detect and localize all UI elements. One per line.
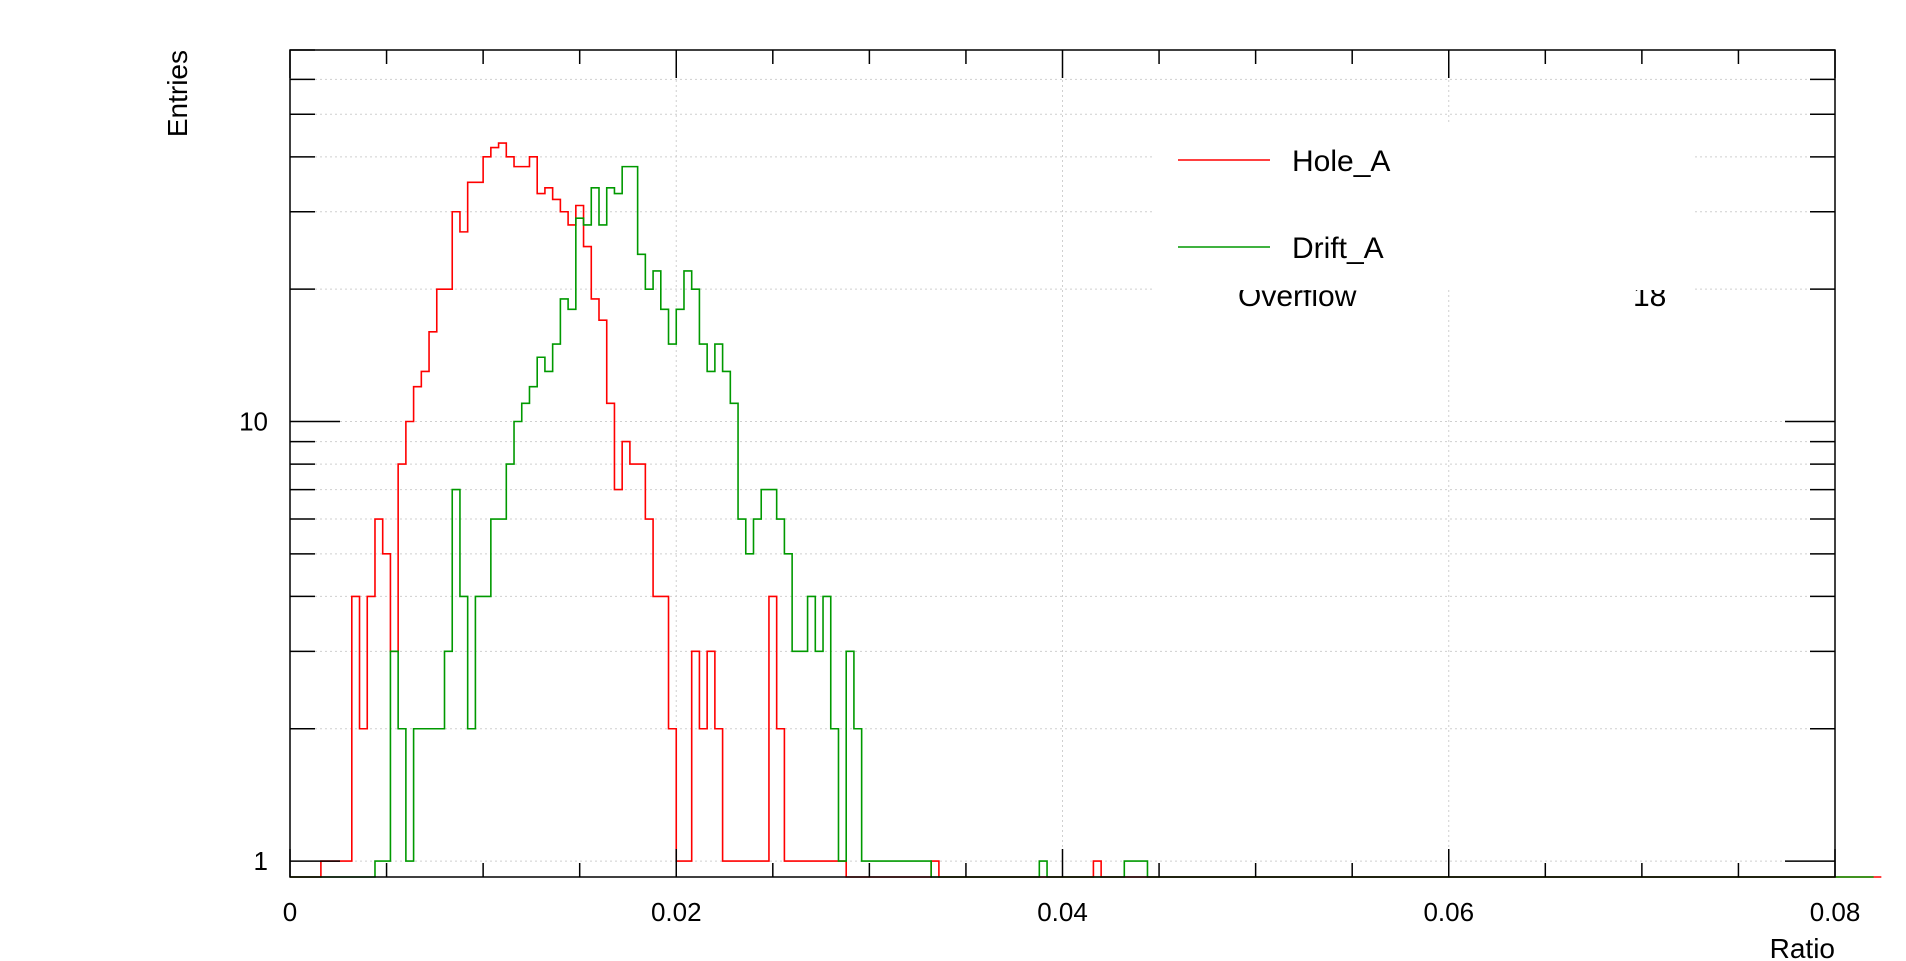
y-axis-title: Entries: [162, 50, 193, 137]
legend-label-hole-a: Hole_A: [1292, 145, 1390, 178]
x-tick-label: 0: [283, 897, 297, 927]
x-axis-title: Ratio: [1770, 933, 1835, 961]
y-tick-label: 10: [239, 406, 268, 436]
x-tick-label: 0.08: [1810, 897, 1861, 927]
y-tick-label: 1: [254, 846, 268, 876]
x-tick-label: 0.06: [1423, 897, 1474, 927]
legend-label-drift-a: Drift_A: [1292, 232, 1384, 265]
legend: Overflow 18 Hole_A Drift_A: [1155, 125, 1695, 313]
legend-box: [1155, 125, 1695, 290]
x-tick-label: 0.02: [651, 897, 702, 927]
axis-ticks: 0 0.02 0.04 0.06 0.08 1 10: [239, 49, 1861, 927]
x-tick-label: 0.04: [1037, 897, 1088, 927]
